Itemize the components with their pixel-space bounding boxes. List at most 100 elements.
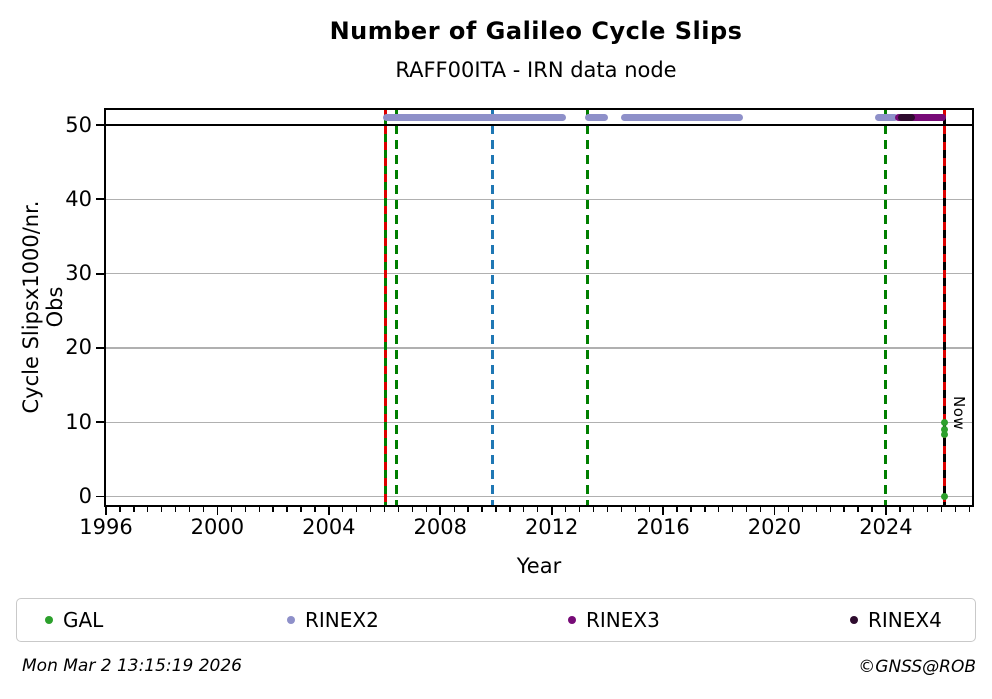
point-gal-0 (941, 418, 949, 426)
x-minortick (620, 507, 622, 512)
x-minortick (397, 507, 400, 512)
footer-timestamp: Mon Mar 2 13:15:19 2026 (22, 656, 242, 676)
x-minortick (383, 507, 386, 512)
y-tick-label-50: 50 (65, 112, 92, 137)
band-rinex3-0 (894, 113, 946, 122)
x-minortick (467, 507, 469, 512)
rinex3-marker-icon (568, 616, 576, 624)
x-minortick (801, 507, 803, 512)
y-tick-10 (96, 421, 104, 424)
threshold-line-50 (106, 123, 972, 127)
x-minortick (537, 507, 539, 512)
footer-copyright: ©GNSS@ROB (858, 657, 976, 677)
point-gal-3 (941, 493, 949, 501)
band-rinex2-0 (382, 113, 566, 122)
y-tick-40 (96, 198, 104, 201)
x-minortick (968, 507, 971, 512)
legend-label-rinex2: RINEX2 (305, 608, 379, 632)
legend-item-rinex4: RINEX4 (850, 599, 942, 641)
x-minortick (648, 507, 650, 512)
x-minortick (787, 507, 790, 512)
x-minortick (676, 507, 678, 512)
x-tick-label-2008: 2008 (413, 515, 467, 539)
x-tick-label-2000: 2000 (190, 515, 245, 539)
x-tick-1996 (105, 507, 107, 515)
legend: GAL RINEX2 RINEX3 RINEX4 (16, 598, 976, 642)
x-minortick (927, 507, 929, 512)
x-minortick (161, 507, 163, 512)
x-minortick (174, 507, 177, 512)
x-minortick (230, 507, 232, 512)
x-minortick (244, 507, 246, 512)
x-minortick (857, 507, 859, 512)
x-tick-2024 (885, 507, 887, 515)
legend-item-gal: GAL (45, 599, 103, 641)
x-minortick (300, 507, 302, 512)
gridline-y-0 (106, 495, 972, 498)
y-axis-label: Cycle Slipsx1000/nr. Obs (19, 200, 67, 414)
x-minortick (732, 507, 734, 512)
x-minortick (369, 507, 372, 512)
event-vline-0 (383, 110, 387, 505)
rinex4-marker-icon (850, 616, 858, 624)
x-minortick (690, 507, 692, 512)
band-rinex2-1 (584, 113, 608, 122)
event-vline-3 (585, 110, 589, 505)
y-tick-0 (96, 495, 104, 498)
x-minortick (509, 507, 511, 512)
gridline-y-20 (106, 347, 972, 349)
x-tick-label-2004: 2004 (302, 515, 356, 539)
event-vline-5 (943, 110, 947, 505)
x-tick-label-2020: 2020 (747, 515, 802, 539)
x-minortick (188, 507, 191, 512)
x-minortick (871, 507, 873, 512)
rinex2-marker-icon (287, 616, 295, 624)
x-minortick (286, 507, 288, 512)
x-tick-2008 (439, 507, 442, 515)
x-minortick (940, 507, 943, 512)
x-minortick (411, 507, 414, 512)
x-minortick (523, 507, 525, 512)
x-tick-label-2016: 2016 (636, 515, 690, 539)
x-minortick (634, 507, 636, 512)
x-minortick (718, 507, 720, 512)
band-rinex4-0 (897, 113, 916, 122)
x-minortick (606, 507, 609, 512)
legend-label-rinex4: RINEX4 (868, 608, 942, 632)
x-tick-label-1996: 1996 (79, 515, 133, 539)
x-minortick (314, 507, 316, 512)
y-tick-30 (96, 272, 104, 275)
legend-label-gal: GAL (63, 608, 104, 632)
legend-item-rinex2: RINEX2 (287, 599, 379, 641)
point-gal-2 (941, 430, 949, 438)
legend-item-rinex3: RINEX3 (568, 599, 660, 641)
x-minortick (258, 507, 260, 512)
x-minortick (564, 507, 567, 512)
x-minortick (704, 507, 706, 512)
x-minortick (495, 507, 497, 512)
x-minortick (202, 507, 205, 512)
gal-marker-icon (45, 616, 53, 624)
point-gal-1 (941, 426, 949, 434)
x-minortick (578, 507, 581, 512)
gridline-y-10 (106, 421, 972, 423)
y-tick-label-0: 0 (78, 484, 92, 509)
now-label: Now (949, 396, 968, 431)
x-tick-2020 (773, 507, 776, 515)
x-minortick (342, 507, 344, 512)
gridline-y-40 (106, 198, 972, 200)
x-minortick (453, 507, 455, 512)
x-minortick (272, 507, 274, 512)
x-minortick (481, 507, 483, 512)
x-minortick (425, 507, 427, 512)
x-minortick (899, 507, 901, 512)
x-tick-2000 (216, 507, 219, 515)
x-tick-label-2024: 2024 (859, 515, 913, 539)
band-rinex2-2 (621, 113, 744, 122)
event-vline-1 (395, 110, 399, 505)
x-minortick (759, 507, 762, 512)
plot-area: Now (104, 108, 974, 507)
y-tick-20 (96, 347, 104, 349)
x-minortick (746, 507, 748, 512)
